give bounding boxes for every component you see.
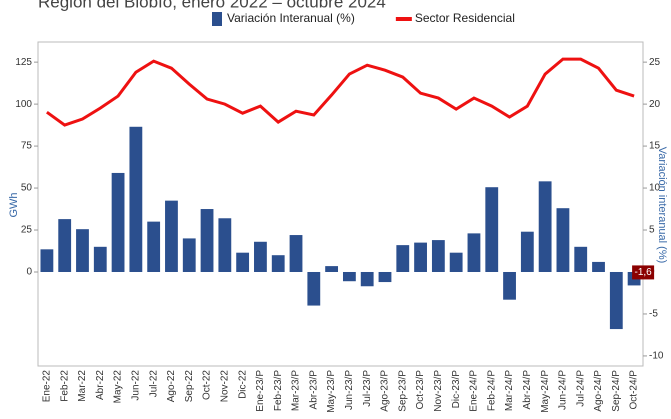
- y-tick-label: 50: [21, 183, 33, 194]
- bar: [449, 252, 463, 272]
- bar: [200, 209, 214, 272]
- y-tick-label: 0: [26, 267, 32, 278]
- bar: [307, 271, 321, 306]
- bar: [378, 271, 392, 283]
- bar: [236, 252, 250, 272]
- x-tick-label: Oct-23/P: [415, 370, 426, 410]
- bar: [254, 241, 267, 272]
- bar: [414, 242, 427, 272]
- legend-swatch: [212, 12, 222, 26]
- x-tick-label: Dic-23/P: [451, 370, 462, 409]
- x-tick-label: Dic-22: [237, 370, 248, 399]
- bar: [147, 221, 161, 272]
- x-tick-label: Ene-24/P: [469, 370, 480, 412]
- bar: [218, 218, 232, 272]
- x-tick-label: Abr-24/P: [522, 370, 533, 410]
- bar: [503, 271, 516, 300]
- bar: [342, 271, 356, 282]
- x-tick-label: Sep-23/P: [397, 370, 408, 412]
- x-tick-label: Oct-24/P: [629, 370, 640, 410]
- bar: [182, 238, 196, 272]
- line: [46, 57, 635, 127]
- y-axis-label: GWh: [8, 192, 20, 217]
- bar: [165, 200, 178, 272]
- y2-tick-label: -5: [649, 309, 658, 320]
- x-tick-label: Jun-22: [131, 370, 142, 401]
- bar: [271, 255, 285, 272]
- bar: [40, 249, 54, 272]
- x-tick-label: Mar-22: [77, 370, 88, 402]
- bar: [520, 231, 534, 272]
- legend-label: Sector Residencial: [415, 11, 515, 25]
- x-tick-label: Jul-22: [148, 370, 159, 398]
- y2-tick-label: 10: [649, 183, 661, 194]
- legend-swatch: [395, 17, 412, 21]
- x-tick-label: May-22: [113, 370, 124, 404]
- x-tick-label: Sep-24/P: [611, 370, 622, 412]
- bar: [609, 271, 623, 330]
- x-tick-label: Jul-23/P: [362, 370, 373, 407]
- y2-tick-label: 20: [649, 99, 661, 110]
- x-tick-label: Abr-23/P: [308, 370, 319, 410]
- bar: [592, 261, 605, 272]
- x-tick-label: Jun-23/P: [344, 370, 355, 410]
- x-tick-label: Nov-23/P: [433, 370, 444, 412]
- bar: [396, 245, 410, 272]
- bar: [431, 240, 445, 272]
- bar: [325, 266, 339, 272]
- legend-label: Variación Interanual (%): [227, 11, 355, 25]
- value-label-bg: [632, 265, 655, 280]
- bar: [360, 271, 374, 287]
- x-tick-label: Sep-22: [184, 370, 195, 403]
- y-tick-label: 75: [21, 141, 33, 152]
- x-tick-label: Oct-22: [202, 370, 213, 400]
- bar: [538, 181, 552, 272]
- y-tick-label: 25: [21, 225, 33, 236]
- bar: [111, 172, 125, 272]
- x-tick-label: Jun-24/P: [558, 370, 569, 410]
- x-tick-label: Ene-22: [42, 370, 53, 403]
- bar: [58, 219, 72, 272]
- chart-title: Región del Biobío, enero 2022 – octubre …: [38, 0, 386, 11]
- x-tick-label: Jul-24/P: [575, 370, 586, 407]
- bar: [485, 187, 499, 272]
- x-tick-label: Ene-23/P: [255, 370, 266, 412]
- x-tick-label: Feb-22: [59, 370, 70, 402]
- bar: [93, 246, 107, 272]
- y2-tick-label: 25: [649, 57, 661, 68]
- x-tick-label: Nov-22: [219, 370, 230, 403]
- y2-axis-label: Variación interanual (%): [656, 147, 668, 264]
- x-tick-label: Mar-23/P: [291, 370, 302, 411]
- x-tick-label: Mar-24/P: [504, 370, 515, 411]
- x-tick-label: Ago-23/P: [380, 370, 391, 412]
- bar: [556, 208, 570, 272]
- y2-tick-label: -10: [649, 351, 664, 362]
- bar: [289, 235, 303, 272]
- x-tick-label: Ago-22: [166, 370, 177, 403]
- x-tick-label: Ago-24/P: [593, 370, 604, 412]
- y-tick-label: 125: [15, 57, 32, 68]
- x-tick-label: Abr-22: [95, 370, 106, 400]
- y2-tick-label: 5: [649, 225, 655, 236]
- x-tick-label: May-23/P: [326, 370, 337, 413]
- bar: [76, 229, 89, 272]
- y2-tick-label: 15: [649, 141, 661, 152]
- y-tick-label: 100: [15, 99, 32, 110]
- x-tick-label: Feb-24/P: [486, 370, 497, 411]
- bar: [129, 126, 143, 272]
- x-tick-label: Feb-23/P: [273, 370, 284, 411]
- x-tick-label: May-24/P: [540, 370, 551, 413]
- bar: [574, 246, 588, 272]
- plot-frame: [37, 41, 644, 367]
- value-label: -1,6: [634, 267, 652, 278]
- bar: [467, 233, 481, 272]
